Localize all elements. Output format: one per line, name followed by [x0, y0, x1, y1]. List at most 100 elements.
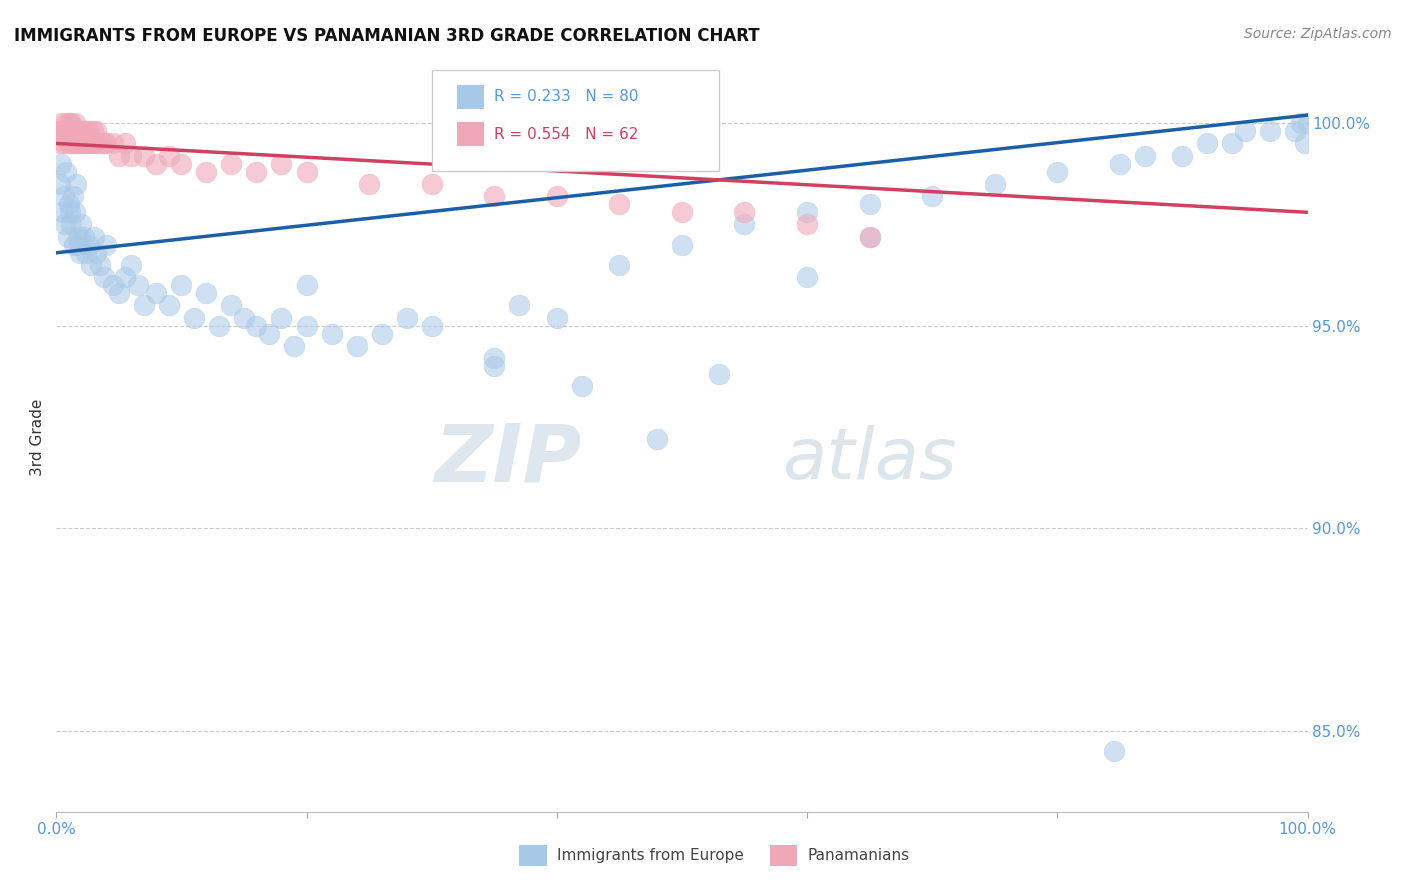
Point — [484, 351, 506, 365]
Point — [76, 136, 98, 151]
Point — [120, 148, 142, 162]
Point — [51, 205, 73, 219]
Point — [1294, 136, 1316, 151]
Point — [245, 318, 267, 333]
Point — [484, 359, 506, 374]
Text: R = 0.233   N = 80: R = 0.233 N = 80 — [495, 89, 638, 104]
Point — [1258, 124, 1281, 138]
Point — [49, 177, 72, 191]
Point — [420, 177, 443, 191]
Text: atlas: atlas — [782, 425, 956, 494]
Point — [56, 229, 79, 244]
Bar — [769, 845, 797, 865]
Text: IMMIGRANTS FROM EUROPE VS PANAMANIAN 3RD GRADE CORRELATION CHART: IMMIGRANTS FROM EUROPE VS PANAMANIAN 3RD… — [14, 27, 759, 45]
Point — [53, 124, 76, 138]
Point — [80, 258, 103, 272]
Point — [58, 124, 80, 138]
Text: Source: ZipAtlas.com: Source: ZipAtlas.com — [1244, 27, 1392, 41]
Point — [58, 116, 80, 130]
Point — [65, 177, 87, 191]
Point — [62, 136, 84, 151]
Point — [157, 298, 180, 312]
Point — [48, 124, 70, 138]
Point — [183, 310, 205, 325]
Point — [69, 245, 91, 260]
Point — [127, 278, 149, 293]
Point — [52, 136, 75, 151]
Point — [62, 237, 84, 252]
Point — [96, 136, 118, 151]
Point — [546, 189, 568, 203]
Point — [859, 229, 882, 244]
Point — [208, 318, 231, 333]
Point — [359, 177, 381, 191]
Point — [55, 116, 77, 130]
Point — [170, 278, 193, 293]
Point — [108, 286, 131, 301]
Point — [73, 229, 96, 244]
Point — [77, 124, 100, 138]
Point — [51, 116, 73, 130]
Point — [67, 136, 90, 151]
Point — [734, 205, 756, 219]
Point — [145, 286, 167, 301]
Point — [195, 165, 218, 179]
Text: ZIP: ZIP — [434, 420, 582, 499]
Point — [984, 177, 1007, 191]
Point — [114, 270, 136, 285]
Point — [51, 124, 73, 138]
Point — [59, 205, 82, 219]
Point — [609, 197, 631, 211]
Point — [62, 124, 84, 138]
Point — [132, 298, 155, 312]
Point — [108, 148, 131, 162]
Bar — [457, 85, 484, 109]
Point — [796, 218, 818, 232]
Point — [709, 368, 731, 382]
Point — [1046, 165, 1069, 179]
Point — [55, 124, 77, 138]
Point — [321, 326, 343, 341]
Point — [63, 116, 86, 130]
Point — [1133, 148, 1156, 162]
Point — [96, 237, 118, 252]
Point — [60, 116, 83, 130]
Point — [84, 245, 107, 260]
Point — [53, 218, 76, 232]
Point — [420, 318, 443, 333]
Point — [609, 258, 631, 272]
Point — [546, 310, 568, 325]
Text: Panamanians: Panamanians — [807, 847, 910, 863]
Point — [75, 124, 97, 138]
Point — [221, 298, 243, 312]
Point — [270, 157, 292, 171]
Point — [84, 124, 107, 138]
Point — [1109, 157, 1132, 171]
Point — [65, 136, 87, 151]
Point — [60, 124, 83, 138]
Point — [508, 298, 530, 312]
Point — [58, 197, 80, 211]
Point — [1284, 124, 1306, 138]
Point — [56, 136, 79, 151]
Point — [93, 136, 115, 151]
Point — [84, 136, 107, 151]
Point — [73, 136, 96, 151]
Point — [1291, 116, 1313, 130]
Point — [75, 245, 97, 260]
Text: R = 0.554   N = 62: R = 0.554 N = 62 — [495, 127, 638, 142]
FancyBboxPatch shape — [432, 70, 720, 171]
Point — [93, 270, 115, 285]
Point — [1296, 116, 1319, 130]
Point — [66, 124, 89, 138]
Point — [921, 189, 943, 203]
Point — [157, 148, 180, 162]
Point — [484, 189, 506, 203]
Bar — [457, 122, 484, 146]
Point — [114, 136, 136, 151]
Point — [51, 157, 73, 171]
Text: Immigrants from Europe: Immigrants from Europe — [557, 847, 744, 863]
Point — [233, 310, 256, 325]
Point — [859, 229, 882, 244]
Point — [295, 278, 318, 293]
